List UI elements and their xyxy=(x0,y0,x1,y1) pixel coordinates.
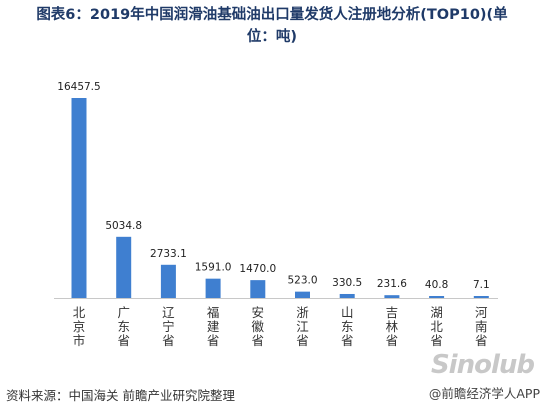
category-label-北京市: 北京市 xyxy=(73,305,86,348)
category-label-辽宁省: 辽宁省 xyxy=(162,305,175,348)
value-label-广东省: 5034.8 xyxy=(105,220,142,232)
bar-福建省 xyxy=(205,278,221,298)
category-label-河南省: 河南省 xyxy=(475,305,488,348)
category-label-广东省: 广东省 xyxy=(117,305,130,348)
category-label-安徽省: 安徽省 xyxy=(252,305,265,348)
chart-title-line1: 图表6：2019年中国润滑油基础油出口量发货人注册地分析(TOP10)(单 xyxy=(36,7,508,23)
bar-北京市 xyxy=(71,98,87,298)
value-label-福建省: 1591.0 xyxy=(195,262,232,274)
value-label-辽宁省: 2733.1 xyxy=(150,248,187,260)
category-label-福建省: 福建省 xyxy=(207,305,220,348)
bar-河南省 xyxy=(473,296,489,298)
value-label-北京市: 16457.5 xyxy=(57,81,100,93)
bar-浙江省 xyxy=(295,291,310,298)
value-label-浙江省: 523.0 xyxy=(287,275,317,287)
category-label-湖北省: 湖北省 xyxy=(430,305,443,348)
bar-山东省 xyxy=(339,293,355,298)
chart-title-line2: 位：吨) xyxy=(246,29,298,45)
publisher-watermark: @前瞻经济学人APP xyxy=(428,386,540,401)
data-source: 资料来源：中国海关 前瞻产业研究院整理 xyxy=(6,388,235,403)
category-label-吉林省: 吉林省 xyxy=(386,305,399,348)
value-label-安徽省: 1470.0 xyxy=(239,263,276,275)
bar-辽宁省 xyxy=(160,264,176,298)
bar-湖北省 xyxy=(429,296,445,298)
bar-广东省 xyxy=(116,236,132,298)
value-label-山东省: 330.5 xyxy=(332,277,362,289)
value-label-河南省: 7.1 xyxy=(473,279,490,291)
bar-安徽省 xyxy=(250,280,266,298)
value-label-吉林省: 231.6 xyxy=(377,278,407,290)
chart-title: 图表6：2019年中国润滑油基础油出口量发货人注册地分析(TOP10)(单 位：… xyxy=(0,4,544,48)
category-label-山东省: 山东省 xyxy=(341,305,354,348)
value-label-湖北省: 40.8 xyxy=(425,279,448,291)
site-watermark: Sinolub xyxy=(430,350,535,380)
bar-吉林省 xyxy=(384,295,400,298)
category-label-浙江省: 浙江省 xyxy=(296,305,309,348)
